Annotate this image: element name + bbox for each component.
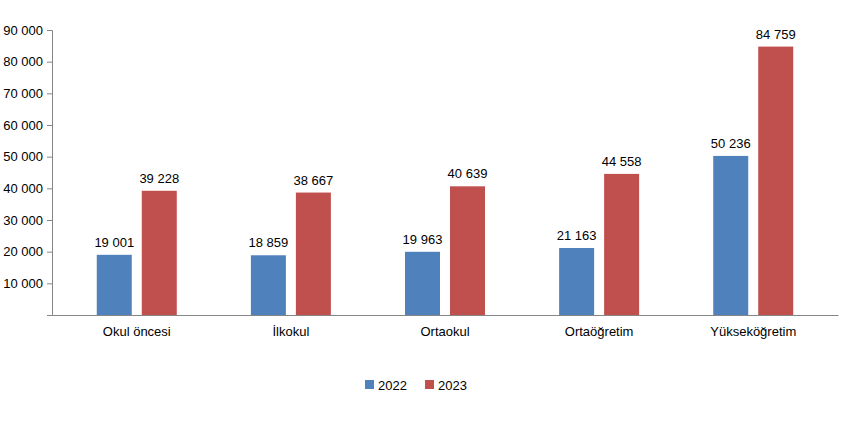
legend-item: 2023 [425,378,467,393]
tick-mark [47,283,52,284]
tick-label: 10 000 [3,276,43,291]
data-label: 84 759 [756,27,796,42]
tick: Ortaokul [420,324,469,339]
legend-label: 2022 [378,378,407,393]
tick-label: 30 000 [3,213,43,228]
tick-label: İlkokul [272,324,309,339]
data-labels: 19 001 18 859 19 963 21 163 50 236 39 228 38 6… [94,27,795,251]
bar [713,156,748,315]
data-label: 38 667 [293,173,333,188]
legend-swatch [425,380,434,389]
tick-label: 20 000 [3,244,43,259]
data-label: 21 163 [557,228,597,243]
bar [251,255,286,315]
tick: Okul öncesi [103,324,171,339]
tick-label: Okul öncesi [103,324,171,339]
axis-line [53,315,839,316]
bar [296,193,331,315]
tick-mark [47,157,52,158]
bars [97,47,793,315]
bar [405,252,440,315]
tick: 90 000 [3,23,52,38]
tick-label: 50 000 [3,149,43,164]
bar [97,255,132,315]
tick-mark [47,30,52,31]
bar [758,47,793,315]
data-label: 39 228 [139,171,179,186]
data-label: 19 963 [403,232,443,247]
tick: 60 000 [3,118,52,133]
axis-line [47,31,53,316]
tick-label: 80 000 [3,54,43,69]
tick: 80 000 [3,54,52,69]
tick: 70 000 [3,86,52,101]
bar [604,174,639,315]
tick-mark [47,188,52,189]
tick: 40 000 [3,181,52,196]
tick-mark [47,252,52,253]
legend-label: 2023 [438,378,467,393]
data-label: 18 859 [248,235,288,250]
chart: 19 001 18 859 19 963 21 163 50 236 39 228 38 6… [0,0,850,427]
x-axis: Okul öncesi İlkokul Ortaokul Ortaöğretim Yük… [53,316,839,340]
tick: Yükseköğretim [710,324,796,339]
legend: 2022 2023 [365,378,467,393]
tick-mark [47,220,52,221]
tick-label: Ortaöğretim [565,324,634,339]
tick-label: Yükseköğretim [710,324,796,339]
tick-label: Ortaokul [420,324,469,339]
legend-swatch [365,380,374,389]
tick-label: 60 000 [3,118,43,133]
data-label: 19 001 [94,235,134,250]
tick: 30 000 [3,213,52,228]
tick-mark [47,93,52,94]
tick: Ortaöğretim [565,324,634,339]
data-label: 50 236 [711,136,751,151]
tick: 50 000 [3,149,52,164]
bar [142,191,177,315]
tick-mark [47,125,52,126]
data-label: 44 558 [602,154,642,169]
bar [450,186,485,315]
tick-mark [47,62,52,63]
legend-item: 2022 [365,378,407,393]
tick: İlkokul [272,324,309,339]
tick-label: 70 000 [3,86,43,101]
data-label: 40 639 [448,166,488,181]
tick: 10 000 [3,276,52,291]
plot: 19 001 18 859 19 963 21 163 50 236 39 228 38 6… [3,23,838,340]
y-axis: 10 000 20 000 30 000 40 000 50 000 60 000 70 0… [3,23,52,316]
tick: 20 000 [3,244,52,259]
bar [559,248,594,315]
tick-label: 40 000 [3,181,43,196]
tick-label: 90 000 [3,23,43,38]
